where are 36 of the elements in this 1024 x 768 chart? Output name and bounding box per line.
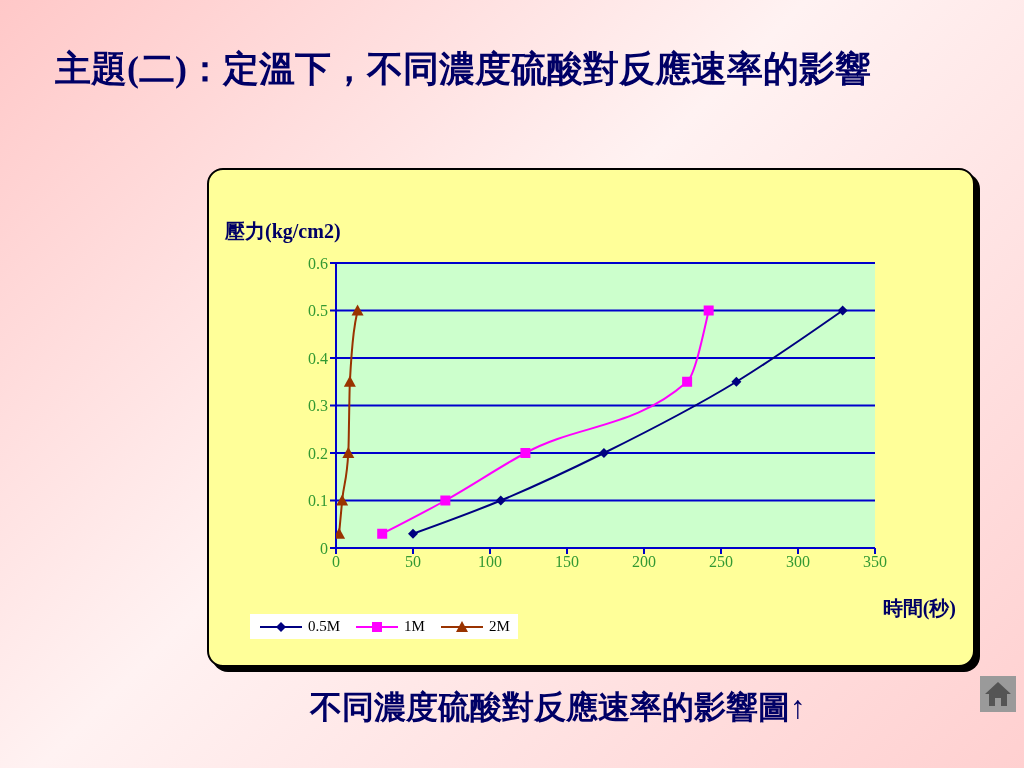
- x-tick-label: 0: [332, 553, 340, 571]
- x-axis-title: 時間(秒): [882, 596, 956, 622]
- point: [377, 528, 388, 539]
- y-tick-label: 0.2: [308, 444, 328, 462]
- point: [342, 447, 355, 458]
- chart-title: 主題(二)：定溫下，不同濃度硫酸對反應速率的影響: [55, 48, 872, 91]
- x-tick-label: 150: [555, 553, 579, 571]
- x-tick-label: 250: [709, 553, 733, 571]
- point: [598, 448, 609, 458]
- y-tick-label: 0.6: [308, 254, 328, 272]
- point: [408, 528, 418, 539]
- point: [520, 448, 531, 458]
- point: [703, 305, 714, 316]
- y-tick-label: 0.1: [308, 492, 328, 510]
- y-axis-title: 壓力(kg/cm2): [225, 219, 341, 245]
- y-tick-label: 0.4: [308, 349, 328, 367]
- x-tick-label: 300: [786, 553, 810, 571]
- point: [731, 376, 742, 387]
- x-tick-label: 200: [632, 553, 656, 571]
- legend-label: 2M: [488, 618, 510, 635]
- point: [682, 376, 693, 387]
- point: [495, 495, 506, 506]
- y-tick-label: 0.3: [308, 397, 328, 415]
- legend-label: 1M: [404, 618, 425, 635]
- point: [440, 495, 451, 506]
- x-tick-label: 50: [405, 553, 421, 571]
- legend-label: 0.5M: [308, 618, 341, 635]
- x-tick-label: 350: [863, 553, 887, 571]
- x-tick-label: 100: [478, 553, 502, 571]
- point: [343, 375, 356, 387]
- y-tick-label: 0: [320, 539, 328, 557]
- text: 不同濃度硫酸對反應速率的影響圖↑: [310, 688, 806, 727]
- point: [351, 304, 364, 316]
- point: [837, 305, 848, 316]
- point: [336, 494, 349, 506]
- y-tick-label: 0.5: [308, 302, 328, 320]
